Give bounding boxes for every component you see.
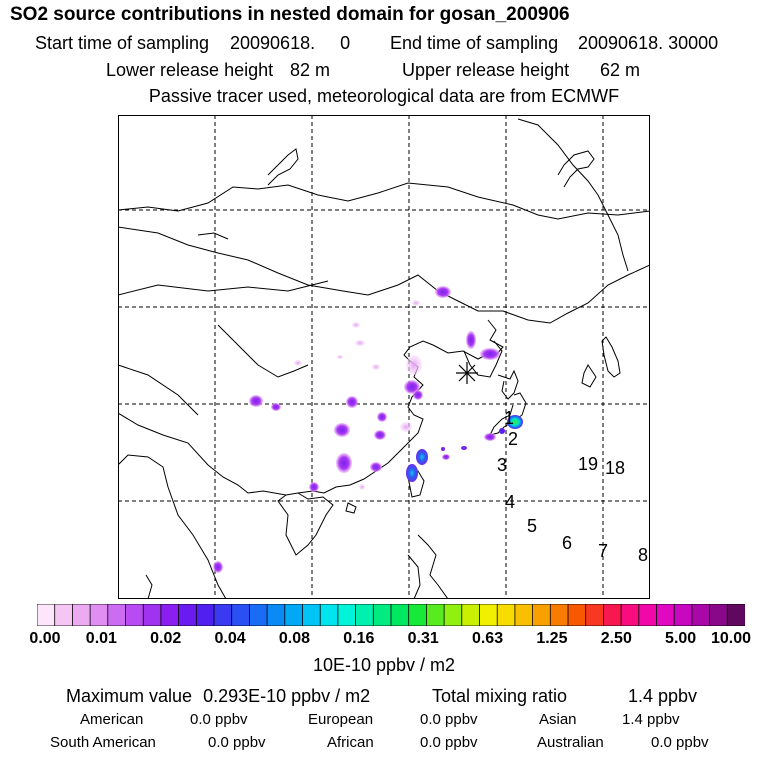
start-label: Start time of sampling <box>35 33 210 53</box>
colorbar-tick-label: 0.31 <box>407 630 439 647</box>
colorbar-swatch <box>266 604 286 626</box>
trajectory-label: 7 <box>598 541 609 561</box>
colorbar-swatch <box>461 604 481 626</box>
colorbar-swatch <box>142 604 162 626</box>
colorbar-swatch <box>125 604 144 626</box>
max-value: 0.293E-10 ppbv / m2 <box>203 686 371 706</box>
source-value: 0.0 ppbv <box>420 711 478 728</box>
summary-line: Maximum value 0.293E-10 ppbv / m2 Total … <box>66 686 697 707</box>
colorbar-swatch <box>37 604 56 626</box>
colorbar-swatch <box>372 604 392 626</box>
colorbar-swatch <box>656 604 675 626</box>
colorbar-swatch <box>195 604 215 626</box>
map-frame <box>118 115 650 599</box>
source-name: African <box>327 734 374 751</box>
colorbar-swatch <box>496 604 516 626</box>
colorbar-swatch <box>319 604 339 626</box>
colorbar-swatch <box>213 604 233 626</box>
colorbar-swatch <box>408 604 428 626</box>
colorbar-swatch <box>443 604 463 626</box>
colorbar-swatch <box>72 604 91 626</box>
colorbar-tick-label: 5.00 <box>665 630 697 647</box>
colorbar-swatch <box>691 604 711 626</box>
colorbar-swatch <box>248 604 268 626</box>
source-value: 1.4 ppbv <box>622 711 680 728</box>
colorbar-tick-label: 0.01 <box>85 630 117 647</box>
colorbar-swatch <box>479 604 498 626</box>
total-value: 1.4 ppbv <box>628 686 698 706</box>
trajectory-label: 6 <box>562 533 573 553</box>
coastlines <box>118 118 650 599</box>
tracer-note: Passive tracer used, meteorological data… <box>148 86 620 106</box>
colorbar <box>37 604 745 626</box>
plot-title: SO2 source contributions in nested domai… <box>10 4 570 25</box>
colorbar-tick-label: 2.50 <box>600 630 632 647</box>
colorbar-swatch <box>231 604 251 626</box>
colorbar-swatch <box>638 604 658 626</box>
upper-release-label: Upper release height <box>402 60 570 80</box>
colorbar-tick-label: 0.63 <box>471 630 504 647</box>
source-name: Asian <box>539 711 577 728</box>
colorbar-unit: 10E-10 ppbv / m2 <box>312 655 456 675</box>
concentration-field <box>213 286 523 573</box>
trajectory-label: 3 <box>497 455 508 475</box>
total-label: Total mixing ratio <box>432 686 568 706</box>
colorbar-tick-label: 1.25 <box>536 630 568 647</box>
colorbar-swatch <box>284 604 304 626</box>
source-value: 0.0 ppbv <box>420 734 478 751</box>
source-value: 0.0 ppbv <box>190 711 248 728</box>
end-value: 20090618. 30000 <box>578 33 719 53</box>
max-label: Maximum value <box>66 686 193 706</box>
colorbar-swatch <box>549 604 569 626</box>
trajectory-label: 4 <box>505 492 516 512</box>
colorbar-swatch <box>337 604 357 626</box>
colorbar-swatch <box>178 604 198 626</box>
lower-release-value: 82 m <box>290 60 331 80</box>
trajectory-label: 1 <box>504 408 515 428</box>
colorbar-swatch <box>620 604 640 626</box>
colorbar-tick-label: 0.00 <box>29 630 61 647</box>
source-value: 0.0 ppbv <box>651 734 709 751</box>
colorbar-swatch <box>709 604 728 626</box>
trajectory-label: 8 <box>638 545 649 565</box>
colorbar-tick-label: 10.00 <box>710 630 752 647</box>
colorbar-swatch <box>390 604 410 626</box>
upper-release-value: 62 m <box>600 60 641 80</box>
trajectory-label: 2 <box>508 429 519 449</box>
colorbar-tick-label: 0.16 <box>343 630 375 647</box>
source-value: 0.0 ppbv <box>208 734 266 751</box>
colorbar-swatch <box>107 604 127 626</box>
colorbar-swatch <box>726 604 745 626</box>
trajectory-label: 5 <box>527 516 538 536</box>
source-name: European <box>308 711 374 728</box>
start-value: 20090618. 0 <box>230 33 351 53</box>
end-label: End time of sampling <box>390 33 559 53</box>
source-name: South American <box>50 734 156 751</box>
colorbar-tick-label: 0.04 <box>214 630 246 647</box>
colorbar-swatch <box>160 604 180 626</box>
colorbar-swatch <box>355 604 375 626</box>
colorbar-tick-label: 0.08 <box>278 630 311 647</box>
colorbar-swatch <box>532 604 552 626</box>
colorbar-tick-label: 0.02 <box>150 630 182 647</box>
map-panel <box>118 115 650 599</box>
colorbar-swatch <box>567 604 587 626</box>
colorbar-swatch <box>54 604 74 626</box>
colorbar-swatch <box>302 604 321 626</box>
trajectory-label: 19 <box>578 454 599 474</box>
colorbar-swatch <box>585 604 605 626</box>
source-name: American <box>80 711 144 728</box>
grid-lines <box>118 115 650 599</box>
trajectory-label: 18 <box>605 458 626 478</box>
source-name: Australian <box>537 734 604 751</box>
lower-release-label: Lower release height <box>106 60 274 80</box>
colorbar-swatch <box>603 604 622 626</box>
colorbar-swatch <box>89 604 109 626</box>
colorbar-swatch <box>514 604 534 626</box>
receptor-marker <box>456 362 478 384</box>
colorbar-swatch <box>673 604 693 626</box>
colorbar-swatch <box>425 604 445 626</box>
